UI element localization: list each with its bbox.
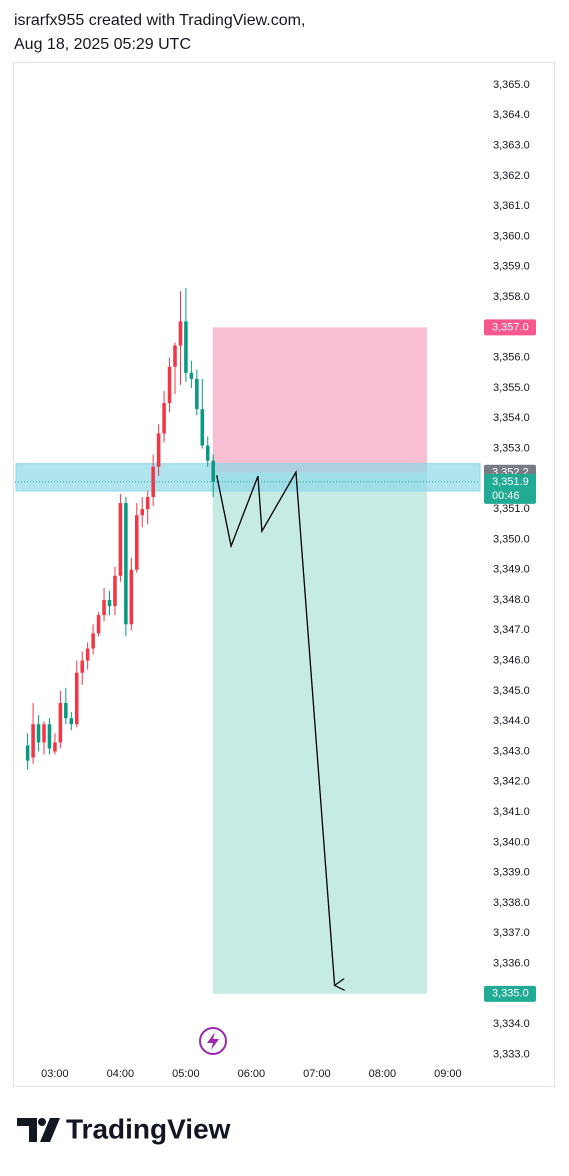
candle-body	[42, 724, 46, 743]
y-tick-label: 3,343.0	[493, 745, 530, 757]
brand-logo	[17, 1118, 60, 1142]
y-tick-label: 3,358.0	[493, 291, 530, 303]
candle-body	[145, 497, 150, 510]
y-tick-label: 3,342.0	[493, 776, 530, 788]
candle-body	[96, 615, 101, 634]
plot: 3,365.0 3,364.0 3,363.0 3,362.0 3,361.0 3,360…	[15, 79, 536, 1080]
y-tick-label: 3,362.0	[493, 170, 530, 182]
x-tick-label: 06:00	[238, 1068, 266, 1080]
y-tick-label: 3,364.0	[493, 109, 530, 121]
candle-body	[184, 321, 188, 373]
y-tick-label: 3,363.0	[493, 140, 530, 152]
x-tick-label: 05:00	[172, 1068, 200, 1080]
y-tick-label: 3,365.0	[493, 79, 530, 91]
y-tick-label: 3,355.0	[493, 382, 530, 394]
y-tick-label: 3,333.0	[493, 1048, 530, 1060]
y-tick-label: 3,360.0	[493, 230, 530, 242]
target-zone	[212, 472, 427, 994]
x-tick-label: 08:00	[369, 1068, 397, 1080]
candle-body	[58, 703, 63, 743]
candle-body	[36, 724, 41, 743]
alert-icon	[199, 1027, 227, 1055]
candle-body	[156, 433, 161, 467]
candle-body	[69, 718, 74, 725]
candle-body	[85, 648, 90, 661]
y-tick-label: 3,341.0	[493, 806, 530, 818]
y-tick-label: 3,336.0	[493, 957, 530, 969]
price-label-box	[484, 985, 536, 1002]
y-tick-label: 3,339.0	[493, 867, 530, 879]
price-label: 3,351.9	[492, 476, 529, 488]
price-countdown: 00:46	[492, 490, 520, 502]
y-tick-label: 3,356.0	[493, 352, 530, 364]
price-label-box	[484, 319, 536, 336]
y-tick-label: 3,345.0	[493, 685, 530, 697]
candle-body	[211, 460, 215, 482]
candle-body	[189, 372, 194, 379]
y-tick-label: 3,337.0	[493, 927, 530, 939]
chart-frame	[13, 62, 555, 1087]
candle-body	[102, 600, 106, 616]
y-tick-label: 3,338.0	[493, 897, 530, 909]
candle-body	[47, 724, 52, 749]
x-tick-label: 03:00	[41, 1068, 69, 1080]
candle-body	[91, 633, 95, 649]
candle-body	[162, 403, 166, 434]
candle-body	[113, 575, 117, 607]
x-tick-label: 04:00	[107, 1068, 135, 1080]
candle-body	[140, 509, 145, 516]
y-tick-label: 3,346.0	[493, 655, 530, 667]
candle-body	[124, 503, 128, 625]
price-label-box	[484, 473, 536, 504]
y-tick-label: 3,344.0	[493, 715, 530, 727]
timestamp: Aug 18, 2025 05:29 UTC	[14, 36, 191, 53]
y-tick-label: 3,350.0	[493, 533, 530, 545]
candle-body	[167, 366, 172, 404]
y-tick-label: 3,361.0	[493, 200, 530, 212]
y-tick-label: 3,351.0	[493, 503, 530, 515]
y-tick-label: 3,349.0	[493, 564, 530, 576]
candle-body	[74, 672, 79, 725]
candle-body	[135, 515, 139, 570]
y-tick-label: 3,348.0	[493, 594, 530, 606]
y-tick-label: 3,354.0	[493, 412, 530, 424]
candle-body	[173, 345, 177, 367]
candle-body	[118, 503, 123, 576]
candle-body	[80, 660, 84, 673]
candle-body	[129, 569, 134, 625]
candle-body	[53, 742, 57, 752]
candle-body	[107, 600, 112, 607]
price-label: 3,335.0	[492, 988, 529, 1000]
y-tick-label: 3,334.0	[493, 1018, 530, 1030]
stop-zone	[212, 327, 427, 473]
y-tick-label: 3,353.0	[493, 442, 530, 454]
drawing-path	[216, 470, 335, 985]
candle-body	[195, 378, 199, 410]
brand: TradingView	[66, 1113, 231, 1144]
y-tick-label: 3,340.0	[493, 836, 530, 848]
candle-body	[64, 703, 68, 719]
candle-body	[200, 409, 205, 446]
y-tick-label: 3,347.0	[493, 624, 530, 636]
price-label: 3,357.0	[492, 321, 529, 333]
y-tick-label: 3,359.0	[493, 261, 530, 273]
candle-body	[25, 745, 30, 761]
x-tick-label: 07:00	[303, 1068, 331, 1080]
candle-body	[205, 445, 210, 461]
candle-body	[178, 321, 183, 346]
candle-body	[31, 724, 35, 758]
zone-band	[15, 463, 481, 492]
x-tick-label: 09:00	[434, 1068, 462, 1080]
attribution: israrfx955 created with TradingView.com,	[14, 12, 305, 29]
